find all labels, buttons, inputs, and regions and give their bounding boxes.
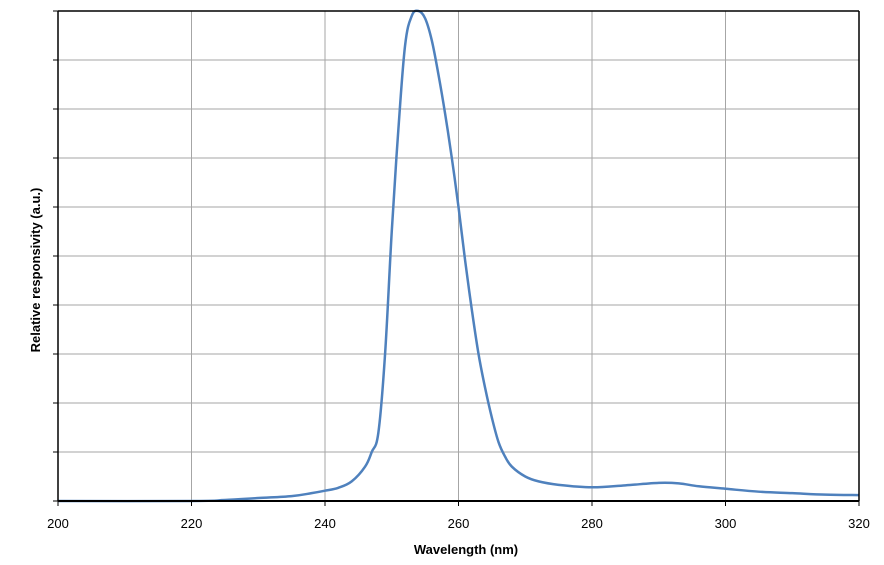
x-tick-label: 320: [848, 516, 870, 531]
x-tick-label: 300: [715, 516, 737, 531]
x-tick-label: 200: [47, 516, 69, 531]
x-tick-label: 260: [448, 516, 470, 531]
label-layer: Wavelength (nm) Relative responsivity (a…: [28, 188, 518, 557]
grid-layer: [58, 11, 859, 501]
tick-layer: 200 220 240 260 280 300 320: [47, 10, 870, 531]
x-axis-title: Wavelength (nm): [414, 542, 518, 557]
series-layer: [57, 9, 860, 503]
series-line: [57, 9, 860, 503]
y-axis-title: Relative responsivity (a.u.): [28, 188, 43, 353]
x-tick-label: 220: [181, 516, 203, 531]
x-tick-label: 240: [314, 516, 336, 531]
x-tick-label: 280: [581, 516, 603, 531]
